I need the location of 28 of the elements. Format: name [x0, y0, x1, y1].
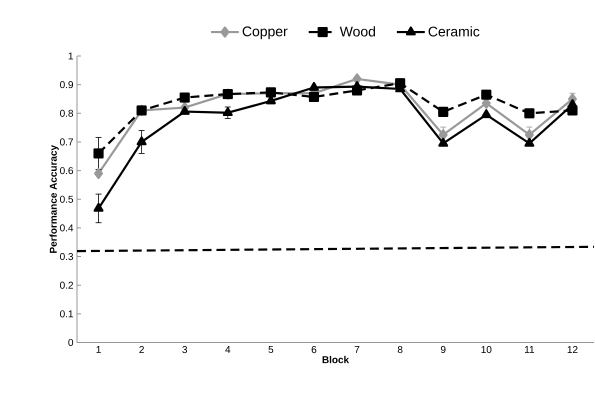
x-tick-label: 6: [312, 346, 316, 354]
x-tick-label: 11: [524, 346, 534, 353]
x-tick-label: 7: [354, 346, 360, 353]
y-tick-label: 0.9: [60, 81, 74, 88]
y-tick-label: 0.5: [60, 196, 74, 203]
x-tick-label: 3: [182, 346, 188, 354]
y-tick-label: 0.4: [60, 224, 74, 232]
y-tick-label: 0.1: [60, 310, 74, 318]
y-tick-label: 0: [68, 338, 74, 346]
x-axis-title: Block: [322, 356, 350, 364]
x-tick-label: 10: [482, 346, 492, 354]
y-tick-label: 0.3: [60, 253, 74, 260]
y-axis-title: Performance Accuracy: [49, 145, 59, 253]
x-tick-label: 9: [440, 346, 446, 354]
y-tick-label: 0.8: [60, 110, 74, 117]
legend-label: Copper: [242, 26, 288, 40]
x-tick-label: 1: [96, 346, 101, 353]
x-tick-label: 8: [398, 346, 402, 354]
x-tick-label: 4: [225, 346, 230, 353]
y-tick-label: 1: [68, 52, 74, 60]
y-tick-label: 0.2: [60, 282, 73, 289]
x-tick-label: 2: [139, 346, 144, 353]
legend-label: Wood: [340, 26, 375, 37]
x-tick-label: 12: [568, 346, 578, 353]
y-tick-label: 0.7: [60, 138, 73, 146]
y-tick-label: 0.6: [60, 167, 74, 174]
legend-label: Ceramic: [428, 26, 480, 37]
x-tick-label: 5: [268, 346, 274, 353]
